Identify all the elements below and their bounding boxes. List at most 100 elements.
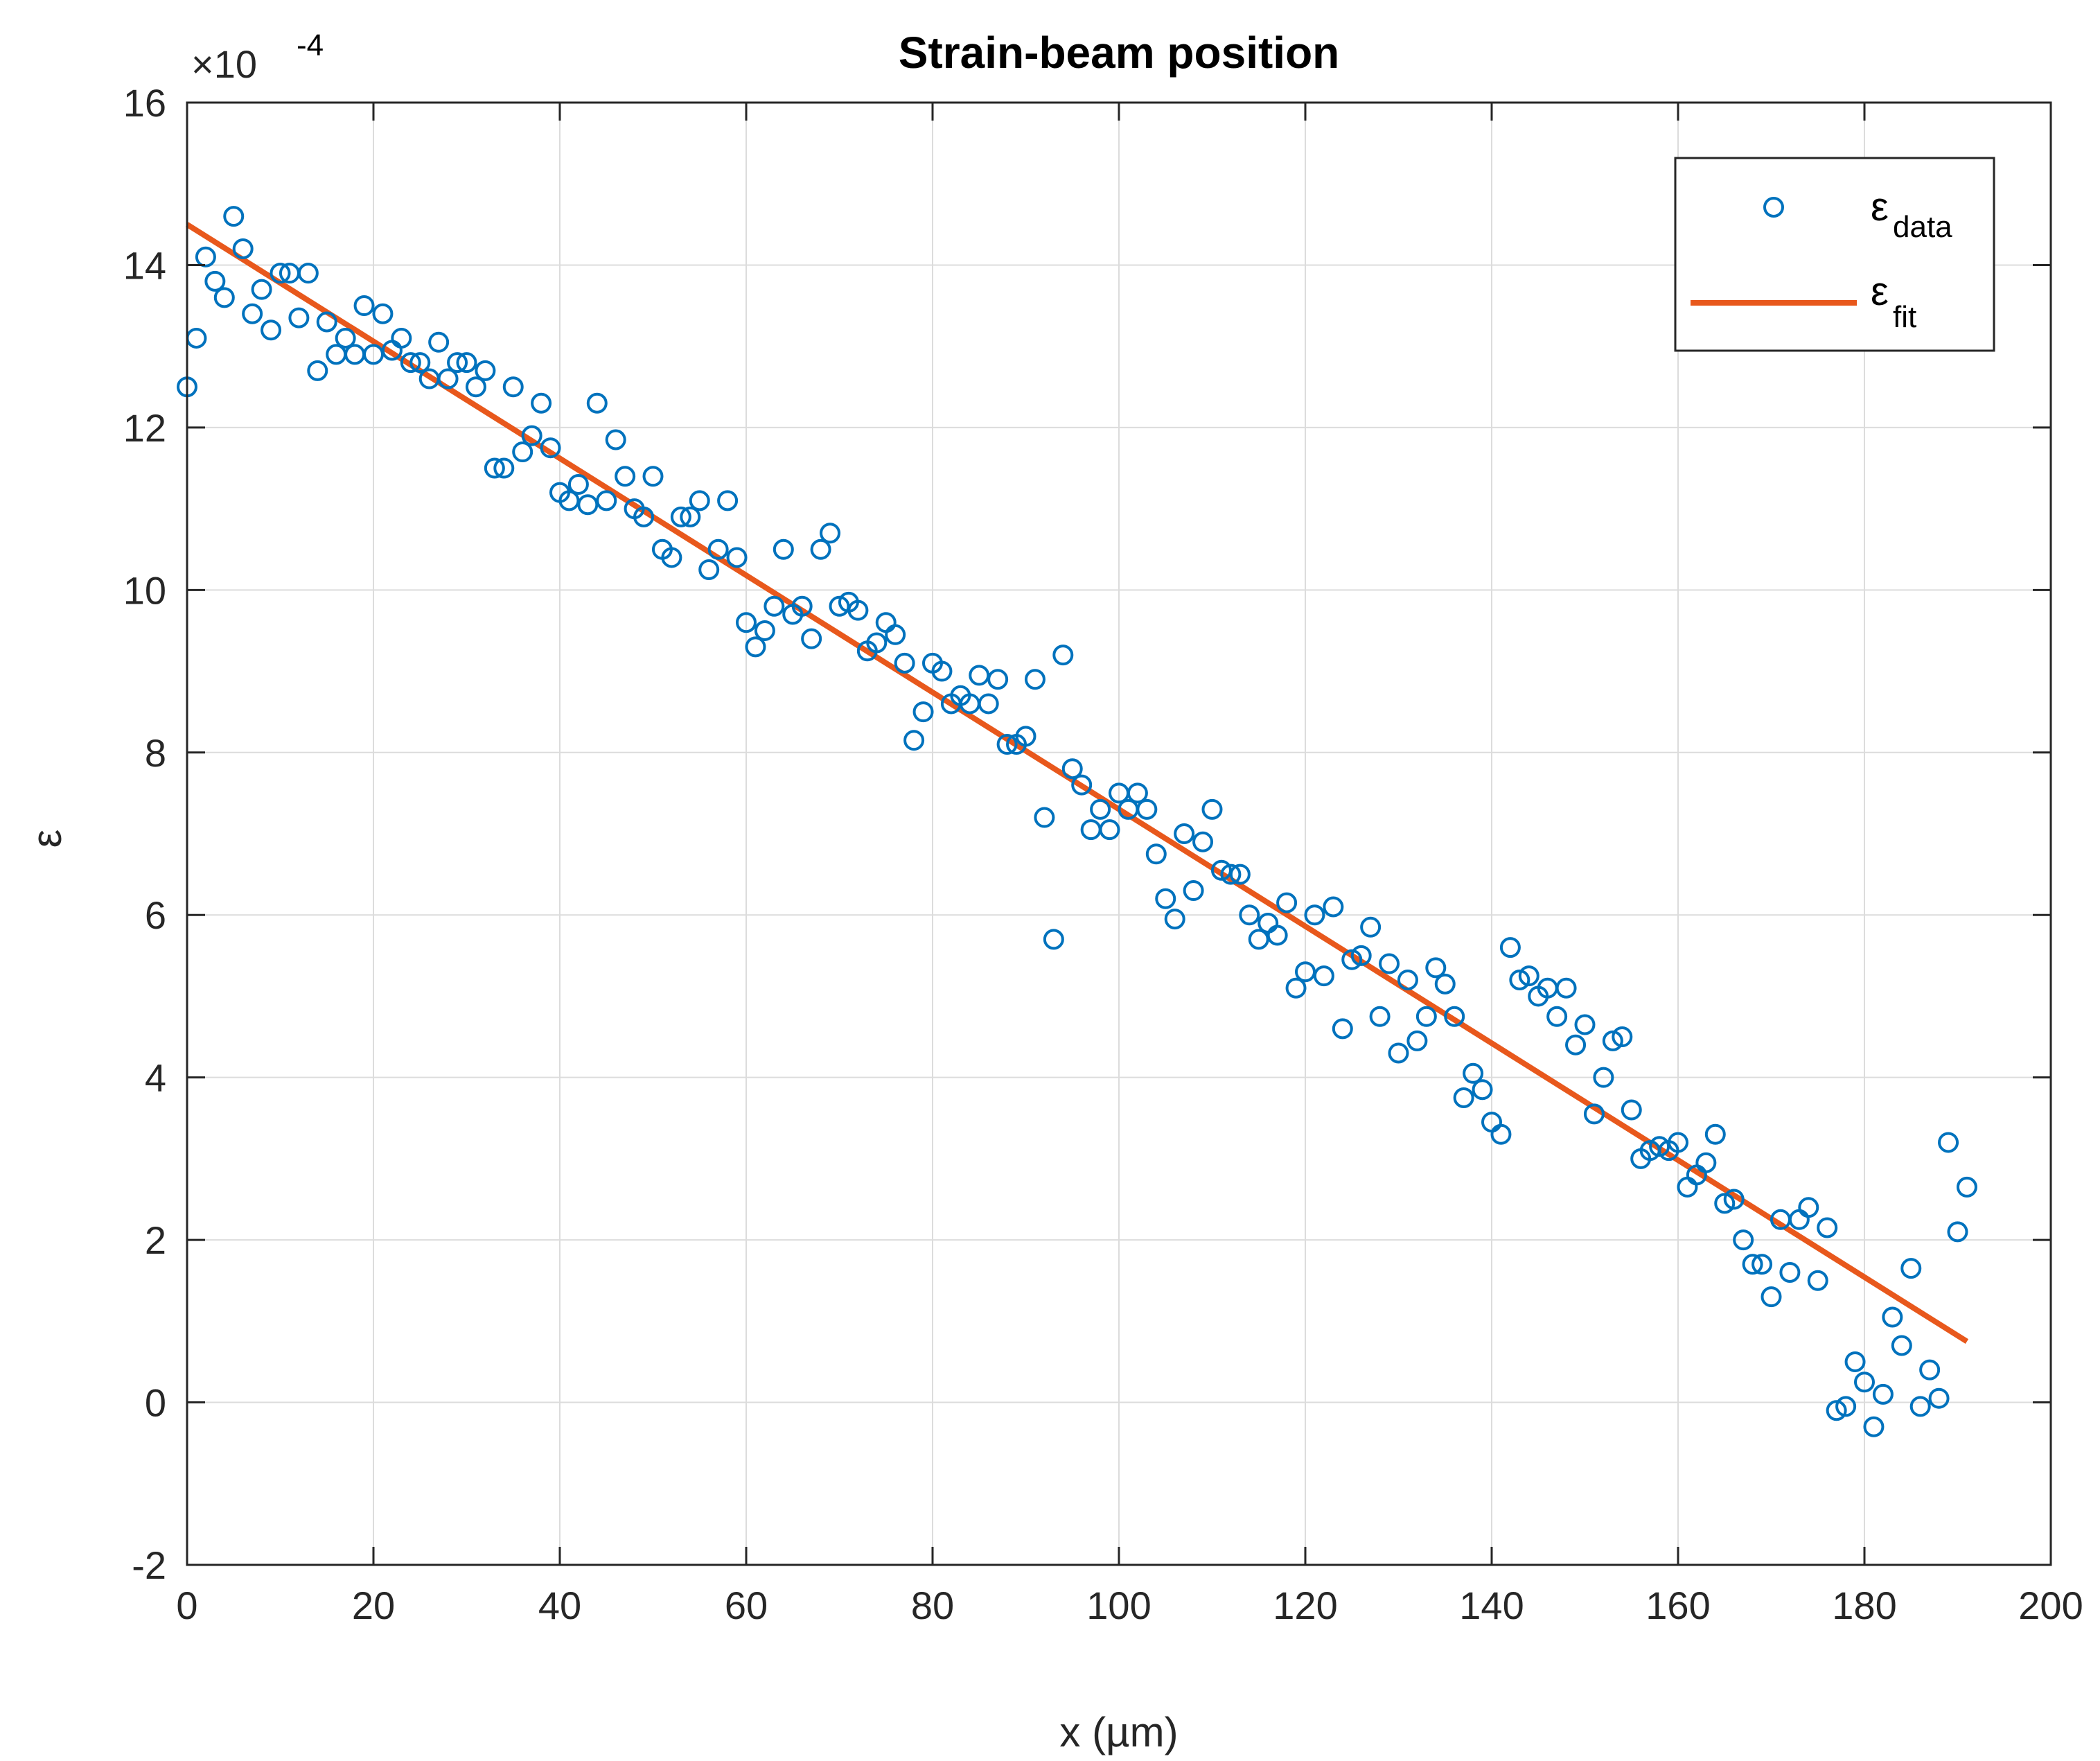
data-point <box>764 595 785 617</box>
data-point <box>1313 965 1334 987</box>
data-point <box>1444 1006 1465 1027</box>
data-point <box>213 287 235 308</box>
x-tick-label: 100 <box>1086 1584 1151 1627</box>
fit-series <box>185 222 1969 1344</box>
data-point <box>1295 961 1316 983</box>
data-point <box>1174 823 1195 844</box>
x-tick-label: 80 <box>911 1584 954 1627</box>
data-point <box>372 303 394 324</box>
y-tick-label: 16 <box>123 81 166 125</box>
data-point <box>567 473 589 495</box>
data-point <box>353 295 375 317</box>
data-point <box>1668 1132 1688 1153</box>
data-point <box>270 263 291 284</box>
data-point <box>1742 1254 1763 1275</box>
data-point <box>689 490 710 511</box>
data-point <box>1621 1099 1642 1121</box>
data-point <box>1052 645 1074 666</box>
x-tick-label: 120 <box>1273 1584 1337 1627</box>
data-point <box>1574 1014 1596 1035</box>
data-point <box>1956 1176 1977 1198</box>
data-point <box>1947 1221 1968 1243</box>
data-point <box>1891 1335 1912 1356</box>
data-point <box>1229 864 1251 885</box>
data-point <box>1733 1229 1754 1251</box>
data-point <box>1499 937 1521 958</box>
legend-data-marker <box>1763 197 1784 218</box>
data-point <box>1798 1197 1819 1218</box>
data-point <box>596 490 617 511</box>
data-point <box>1323 896 1344 918</box>
data-point <box>1649 1136 1670 1157</box>
data-point <box>1034 807 1055 828</box>
data-point <box>1341 949 1363 970</box>
y-tick-label: 10 <box>123 568 166 612</box>
data-point <box>577 494 599 516</box>
data-point <box>195 246 216 268</box>
data-point <box>1369 1006 1391 1027</box>
data-point <box>810 538 831 560</box>
data-point <box>456 352 477 374</box>
data-point <box>1099 819 1120 841</box>
data-point <box>391 327 412 349</box>
data-point <box>512 441 533 463</box>
data-point <box>1863 1416 1885 1437</box>
data-point <box>1164 909 1185 930</box>
data-point <box>409 352 431 374</box>
y-tick-label: 14 <box>123 243 166 287</box>
legend-box <box>1674 157 1995 352</box>
data-point <box>1509 970 1530 990</box>
data-point <box>1379 953 1400 974</box>
data-point <box>297 263 319 284</box>
y-exponent: ×10 -4 <box>191 28 324 86</box>
data-point <box>1061 758 1083 780</box>
x-tick-label: 20 <box>352 1584 395 1627</box>
data-point <box>1285 977 1307 999</box>
data-point <box>801 628 822 649</box>
data-point <box>1602 1030 1623 1051</box>
axis-ticks <box>186 101 2052 1566</box>
data-point <box>1900 1258 1922 1279</box>
data-point <box>969 665 990 686</box>
data-point <box>996 734 1018 755</box>
y-tick-labels: -2 0 2 4 6 8 10 12 14 16 <box>123 81 166 1587</box>
data-point <box>1583 1103 1605 1125</box>
data-point <box>1854 1372 1875 1393</box>
data-point <box>1844 1351 1866 1372</box>
data-point <box>1248 929 1269 950</box>
data-point <box>791 595 813 617</box>
data-point <box>1546 1006 1568 1027</box>
data-point <box>493 457 515 479</box>
y-exponent-power: -4 <box>297 28 324 62</box>
data-point <box>1239 904 1260 926</box>
data-point <box>605 429 626 450</box>
data-point <box>894 652 915 674</box>
data-point <box>773 538 794 560</box>
data-point <box>1453 1087 1474 1108</box>
y-exponent-base: ×10 <box>191 42 257 86</box>
chart-title: Strain-beam position <box>899 28 1340 78</box>
data-point <box>987 669 1009 690</box>
data-point <box>316 311 337 333</box>
data-point <box>1267 925 1288 946</box>
data-point <box>1817 1217 1838 1238</box>
data-point <box>885 624 906 645</box>
data-point <box>363 344 384 365</box>
data-point <box>717 490 739 511</box>
data-point <box>1723 1189 1745 1210</box>
data-point <box>204 270 226 292</box>
y-tick-label: 8 <box>145 731 166 775</box>
data-point <box>1127 782 1148 804</box>
data-point <box>1826 1400 1847 1421</box>
data-point <box>1425 957 1447 979</box>
data-point <box>1490 1123 1512 1145</box>
data-point <box>912 701 934 723</box>
data-point <box>1518 965 1539 987</box>
data-point <box>745 636 766 658</box>
x-tick-labels: 0 20 40 60 80 100 120 140 160 180 200 <box>176 1584 2083 1627</box>
data-point <box>1350 945 1372 966</box>
data-point <box>1276 892 1298 913</box>
data-point <box>1415 1006 1437 1027</box>
data-point <box>558 490 580 511</box>
data-point <box>335 327 356 349</box>
